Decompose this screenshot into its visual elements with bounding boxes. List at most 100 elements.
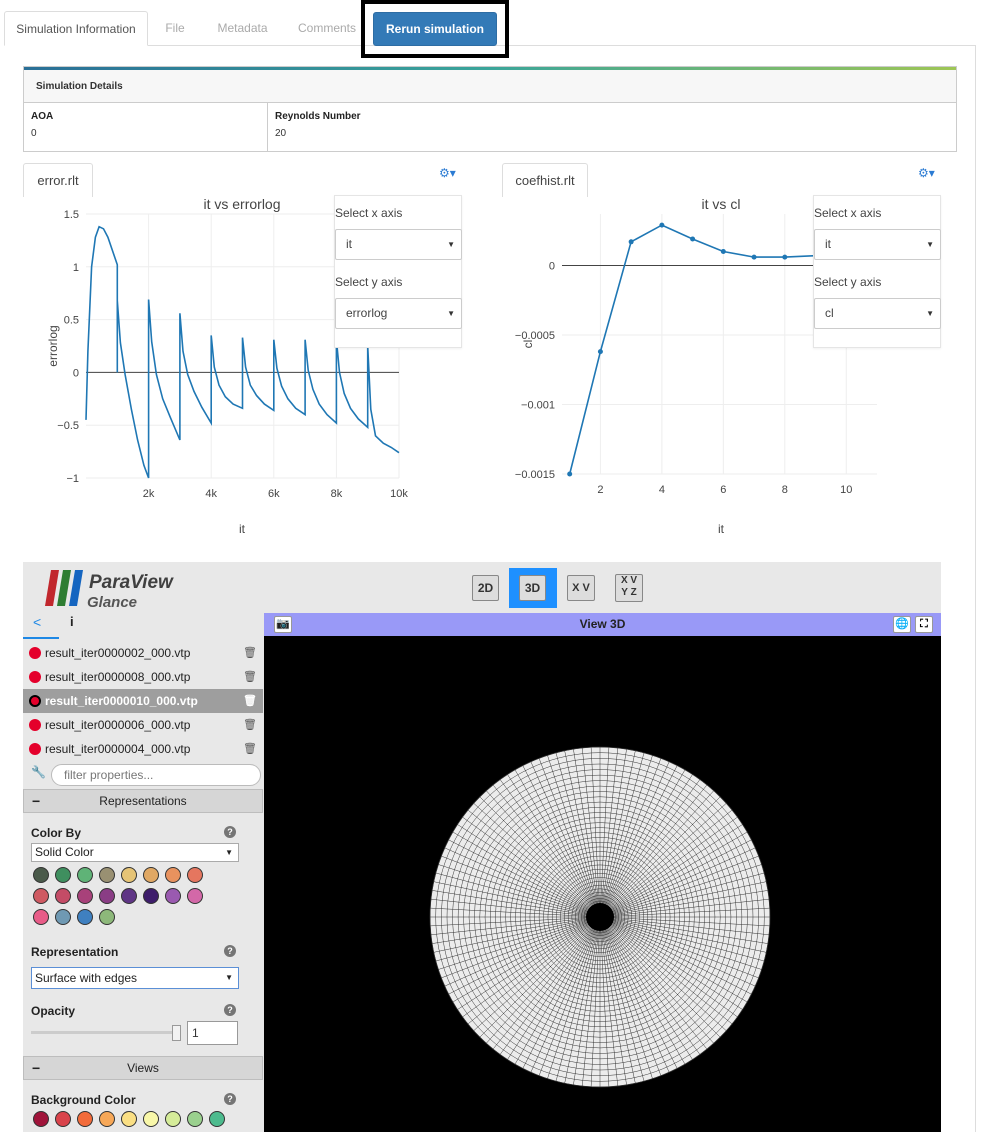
x-tick-label: 4 bbox=[659, 484, 665, 496]
trash-icon[interactable]: 🗑 bbox=[243, 695, 257, 707]
color-swatch[interactable] bbox=[187, 867, 203, 883]
representations-section-header[interactable]: − Representations bbox=[23, 789, 263, 813]
mesh-spoke bbox=[607, 839, 752, 914]
detail-aoa: AOA 0 bbox=[24, 103, 268, 152]
visibility-dot[interactable] bbox=[29, 695, 41, 707]
color-swatch[interactable] bbox=[165, 867, 181, 883]
color-swatch[interactable] bbox=[99, 888, 115, 904]
chart-title: it vs errorlog bbox=[203, 196, 280, 212]
axis-xv-button[interactable]: X V bbox=[567, 575, 595, 601]
gear-icon[interactable]: ⚙▾ bbox=[439, 166, 456, 180]
color-swatch[interactable] bbox=[77, 909, 93, 925]
color-by-select[interactable]: Solid Color ▼ bbox=[31, 843, 239, 862]
color-swatch[interactable] bbox=[33, 909, 49, 925]
visibility-dot[interactable] bbox=[29, 671, 41, 683]
mesh-spoke bbox=[507, 774, 596, 911]
mesh-spoke bbox=[462, 816, 594, 913]
data-point bbox=[690, 236, 696, 242]
opacity-input[interactable]: 1 bbox=[187, 1021, 238, 1045]
color-swatch[interactable] bbox=[99, 909, 115, 925]
rerun-simulation-button[interactable]: Rerun simulation bbox=[373, 12, 497, 46]
color-swatch[interactable] bbox=[55, 909, 71, 925]
color-swatch[interactable] bbox=[33, 1111, 49, 1127]
mesh-spoke bbox=[492, 784, 596, 911]
camera-icon[interactable]: 📷 bbox=[274, 616, 292, 633]
detail-value: 20 bbox=[275, 128, 287, 139]
tab-comments[interactable]: Comments bbox=[297, 21, 356, 35]
file-item[interactable]: result_iter0000004_000.vtp 🗑 bbox=[23, 737, 263, 761]
color-swatch[interactable] bbox=[187, 888, 203, 904]
color-swatch[interactable] bbox=[99, 867, 115, 883]
x-axis-select[interactable]: it ▼ bbox=[814, 229, 941, 260]
mesh-spoke bbox=[581, 747, 600, 910]
help-icon[interactable]: ? bbox=[224, 1004, 236, 1016]
file-item-selected[interactable]: result_iter0000010_000.vtp 🗑 bbox=[23, 689, 263, 713]
share-icon[interactable]: < bbox=[33, 614, 42, 630]
axis-selector-right: Select x axis it ▼ Select y axis cl ▼ bbox=[813, 195, 941, 348]
color-swatch[interactable] bbox=[209, 1111, 225, 1127]
color-swatch[interactable] bbox=[165, 1111, 181, 1127]
view-3d-button[interactable]: 3D bbox=[519, 575, 546, 601]
color-swatch[interactable] bbox=[143, 888, 159, 904]
trash-icon[interactable]: 🗑 bbox=[243, 719, 257, 731]
info-icon[interactable]: i bbox=[70, 614, 74, 629]
tab-metadata[interactable]: Metadata bbox=[217, 21, 268, 35]
mesh-spoke bbox=[432, 890, 593, 916]
mesh-spoke bbox=[607, 917, 770, 936]
chart-tab-error[interactable]: error.rlt bbox=[23, 163, 93, 197]
trash-icon[interactable]: 🗑 bbox=[243, 743, 257, 755]
color-swatch[interactable] bbox=[121, 888, 137, 904]
color-swatch[interactable] bbox=[187, 1111, 203, 1127]
color-swatch[interactable] bbox=[55, 867, 71, 883]
view-3d-canvas[interactable] bbox=[264, 636, 941, 1132]
file-item[interactable]: result_iter0000008_000.vtp 🗑 bbox=[23, 665, 263, 689]
visibility-dot[interactable] bbox=[29, 743, 41, 755]
mesh-spoke bbox=[499, 779, 596, 911]
color-swatch[interactable] bbox=[121, 1111, 137, 1127]
tab-file[interactable]: File bbox=[165, 21, 185, 35]
file-item[interactable]: result_iter0000006_000.vtp 🗑 bbox=[23, 713, 263, 737]
color-swatch[interactable] bbox=[77, 867, 93, 883]
trash-icon[interactable]: 🗑 bbox=[243, 647, 257, 659]
views-section-header[interactable]: − Views bbox=[23, 1056, 263, 1080]
color-swatch[interactable] bbox=[143, 1111, 159, 1127]
color-swatch[interactable] bbox=[33, 888, 49, 904]
help-icon[interactable]: ? bbox=[224, 945, 236, 957]
globe-icon[interactable]: 🌐 bbox=[893, 616, 911, 633]
gear-icon[interactable]: ⚙▾ bbox=[918, 166, 935, 180]
color-swatch[interactable] bbox=[55, 1111, 71, 1127]
visibility-dot[interactable] bbox=[29, 647, 41, 659]
color-swatch[interactable] bbox=[165, 888, 181, 904]
color-by-value: Solid Color bbox=[35, 845, 94, 859]
mesh-spoke bbox=[444, 920, 593, 987]
color-swatch[interactable] bbox=[99, 1111, 115, 1127]
filter-properties-input[interactable]: filter properties... bbox=[51, 764, 261, 786]
trash-icon[interactable]: 🗑 bbox=[243, 671, 257, 683]
file-item[interactable]: result_iter0000002_000.vtp 🗑 bbox=[23, 641, 263, 665]
mesh-spoke bbox=[607, 898, 770, 917]
representation-select[interactable]: Surface with edges ▼ bbox=[31, 967, 239, 989]
color-swatch[interactable] bbox=[33, 867, 49, 883]
color-swatch[interactable] bbox=[77, 888, 93, 904]
opacity-slider-handle[interactable] bbox=[172, 1025, 181, 1041]
tab-simulation-information[interactable]: Simulation Information bbox=[4, 11, 148, 46]
details-header: Simulation Details bbox=[24, 70, 956, 103]
data-point bbox=[628, 239, 634, 245]
y-axis-select[interactable]: errorlog ▼ bbox=[335, 298, 462, 329]
y-axis-select[interactable]: cl ▼ bbox=[814, 298, 941, 329]
fullscreen-icon[interactable]: ⛶ bbox=[915, 616, 933, 633]
color-swatch[interactable] bbox=[55, 888, 71, 904]
color-swatch[interactable] bbox=[77, 1111, 93, 1127]
help-icon[interactable]: ? bbox=[224, 1093, 236, 1105]
x-axis-select[interactable]: it ▼ bbox=[335, 229, 462, 260]
help-icon[interactable]: ? bbox=[224, 826, 236, 838]
color-swatch[interactable] bbox=[121, 867, 137, 883]
mesh-spoke bbox=[601, 750, 636, 910]
axis-xyz-button[interactable]: X V Y Z bbox=[615, 574, 643, 602]
view-2d-button[interactable]: 2D bbox=[472, 575, 499, 601]
color-swatch[interactable] bbox=[143, 867, 159, 883]
chart-tab-coefhist[interactable]: coefhist.rlt bbox=[502, 163, 588, 197]
visibility-dot[interactable] bbox=[29, 719, 41, 731]
x-tick-label: 2k bbox=[143, 488, 155, 500]
opacity-slider-track[interactable] bbox=[31, 1031, 181, 1034]
